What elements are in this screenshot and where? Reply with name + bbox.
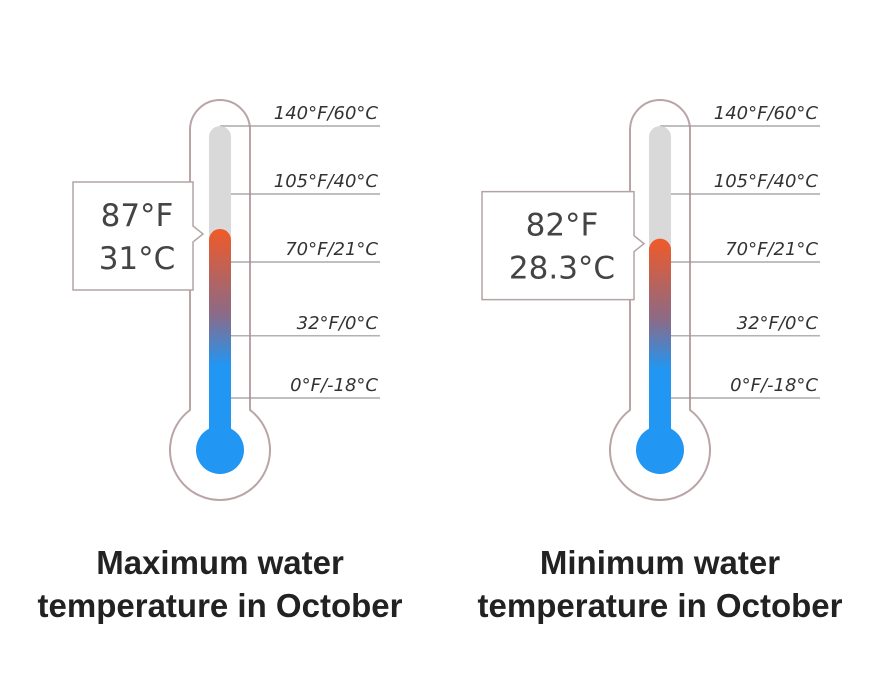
value-callout bbox=[72, 181, 205, 291]
chart-caption: temperature in October bbox=[478, 587, 843, 624]
callout-value: 31°C bbox=[99, 241, 176, 277]
tick-label: 140°F/60°C bbox=[714, 103, 819, 124]
tick-label: 140°F/60°C bbox=[274, 103, 379, 124]
callout-value: 82°F bbox=[526, 208, 599, 244]
liquid-column bbox=[209, 228, 231, 440]
tick-label: 0°F/-18°C bbox=[730, 375, 818, 396]
tick-label: 0°F/-18°C bbox=[290, 375, 378, 396]
callout-value: 28.3°C bbox=[509, 251, 615, 287]
bulb bbox=[196, 426, 244, 474]
thermometer-minimum: 0°F/-18°C 32°F/0°C 70°F/21°C 105°F/40°C 140°… bbox=[478, 99, 843, 624]
thermometer-maximum: 0°F/-18°C 32°F/0°C 70°F/21°C 105°F/40°C 140°… bbox=[38, 99, 403, 624]
bulb bbox=[636, 426, 684, 474]
chart-caption: Minimum water bbox=[540, 544, 780, 581]
chart-caption: Maximum water bbox=[96, 544, 344, 581]
tick-label: 70°F/21°C bbox=[725, 239, 818, 260]
tick-label: 32°F/0°C bbox=[297, 313, 379, 334]
chart-caption: temperature in October bbox=[38, 587, 403, 624]
tick-label: 70°F/21°C bbox=[285, 239, 378, 260]
tick-label: 32°F/0°C bbox=[737, 313, 819, 334]
tick-label: 105°F/40°C bbox=[714, 171, 819, 192]
liquid-column bbox=[649, 238, 671, 440]
callout-value: 87°F bbox=[101, 198, 174, 234]
tick-label: 105°F/40°C bbox=[274, 171, 379, 192]
value-callout bbox=[481, 190, 646, 301]
